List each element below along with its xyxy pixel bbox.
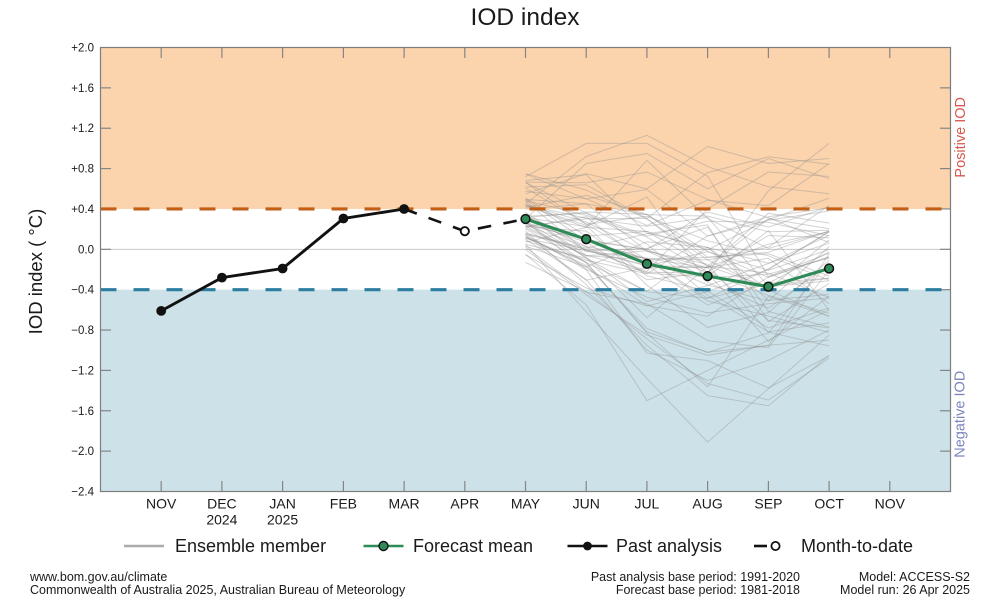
svg-text:Ensemble member: Ensemble member xyxy=(175,536,326,556)
svg-text:−2.4: −2.4 xyxy=(71,487,94,499)
svg-text:+0.4: +0.4 xyxy=(71,204,94,216)
svg-text:SEP: SEP xyxy=(754,496,782,512)
svg-text:NOV: NOV xyxy=(875,496,906,512)
svg-text:+1.2: +1.2 xyxy=(71,123,94,135)
svg-text:MAR: MAR xyxy=(389,496,420,512)
svg-text:DEC: DEC xyxy=(207,496,237,512)
svg-text:JUL: JUL xyxy=(634,496,659,512)
svg-text:Model run: 26 Apr 2025: Model run: 26 Apr 2025 xyxy=(840,583,970,597)
svg-text:JAN: JAN xyxy=(269,496,295,512)
svg-text:Positive IOD: Positive IOD xyxy=(953,97,969,178)
svg-text:AUG: AUG xyxy=(692,496,722,512)
svg-text:NOV: NOV xyxy=(146,496,177,512)
svg-text:Model: ACCESS-S2: Model: ACCESS-S2 xyxy=(859,570,970,584)
svg-text:Negative IOD: Negative IOD xyxy=(953,371,969,458)
svg-text:0.0: 0.0 xyxy=(78,244,94,256)
svg-text:Past analysis: Past analysis xyxy=(616,536,722,556)
svg-text:Forecast base period: 1981-201: Forecast base period: 1981-2018 xyxy=(616,583,800,597)
svg-text:−1.2: −1.2 xyxy=(71,365,94,377)
svg-text:2024: 2024 xyxy=(206,512,237,528)
svg-text:−2.0: −2.0 xyxy=(71,446,94,458)
svg-text:+1.6: +1.6 xyxy=(71,83,94,95)
svg-text:+2.0: +2.0 xyxy=(71,43,94,55)
svg-text:−0.4: −0.4 xyxy=(71,285,94,297)
svg-text:+0.8: +0.8 xyxy=(71,164,94,176)
svg-text:Month-to-date: Month-to-date xyxy=(801,536,913,556)
svg-text:Commonwealth of Australia 2025: Commonwealth of Australia 2025, Australi… xyxy=(30,583,406,597)
svg-text:−1.6: −1.6 xyxy=(71,406,94,418)
svg-text:Forecast mean: Forecast mean xyxy=(413,536,533,556)
svg-text:Past analysis base period: 199: Past analysis base period: 1991-2020 xyxy=(591,570,800,584)
svg-text:IOD index: IOD index xyxy=(471,4,580,31)
svg-text:JUN: JUN xyxy=(573,496,600,512)
svg-text:MAY: MAY xyxy=(511,496,541,512)
svg-text:www.bom.gov.au/climate: www.bom.gov.au/climate xyxy=(29,570,167,584)
svg-text:FEB: FEB xyxy=(330,496,357,512)
svg-text:APR: APR xyxy=(450,496,479,512)
svg-text:−0.8: −0.8 xyxy=(71,325,94,337)
svg-text:IOD index ( °C): IOD index ( °C) xyxy=(25,209,46,335)
svg-text:2025: 2025 xyxy=(267,512,298,528)
svg-text:OCT: OCT xyxy=(814,496,844,512)
